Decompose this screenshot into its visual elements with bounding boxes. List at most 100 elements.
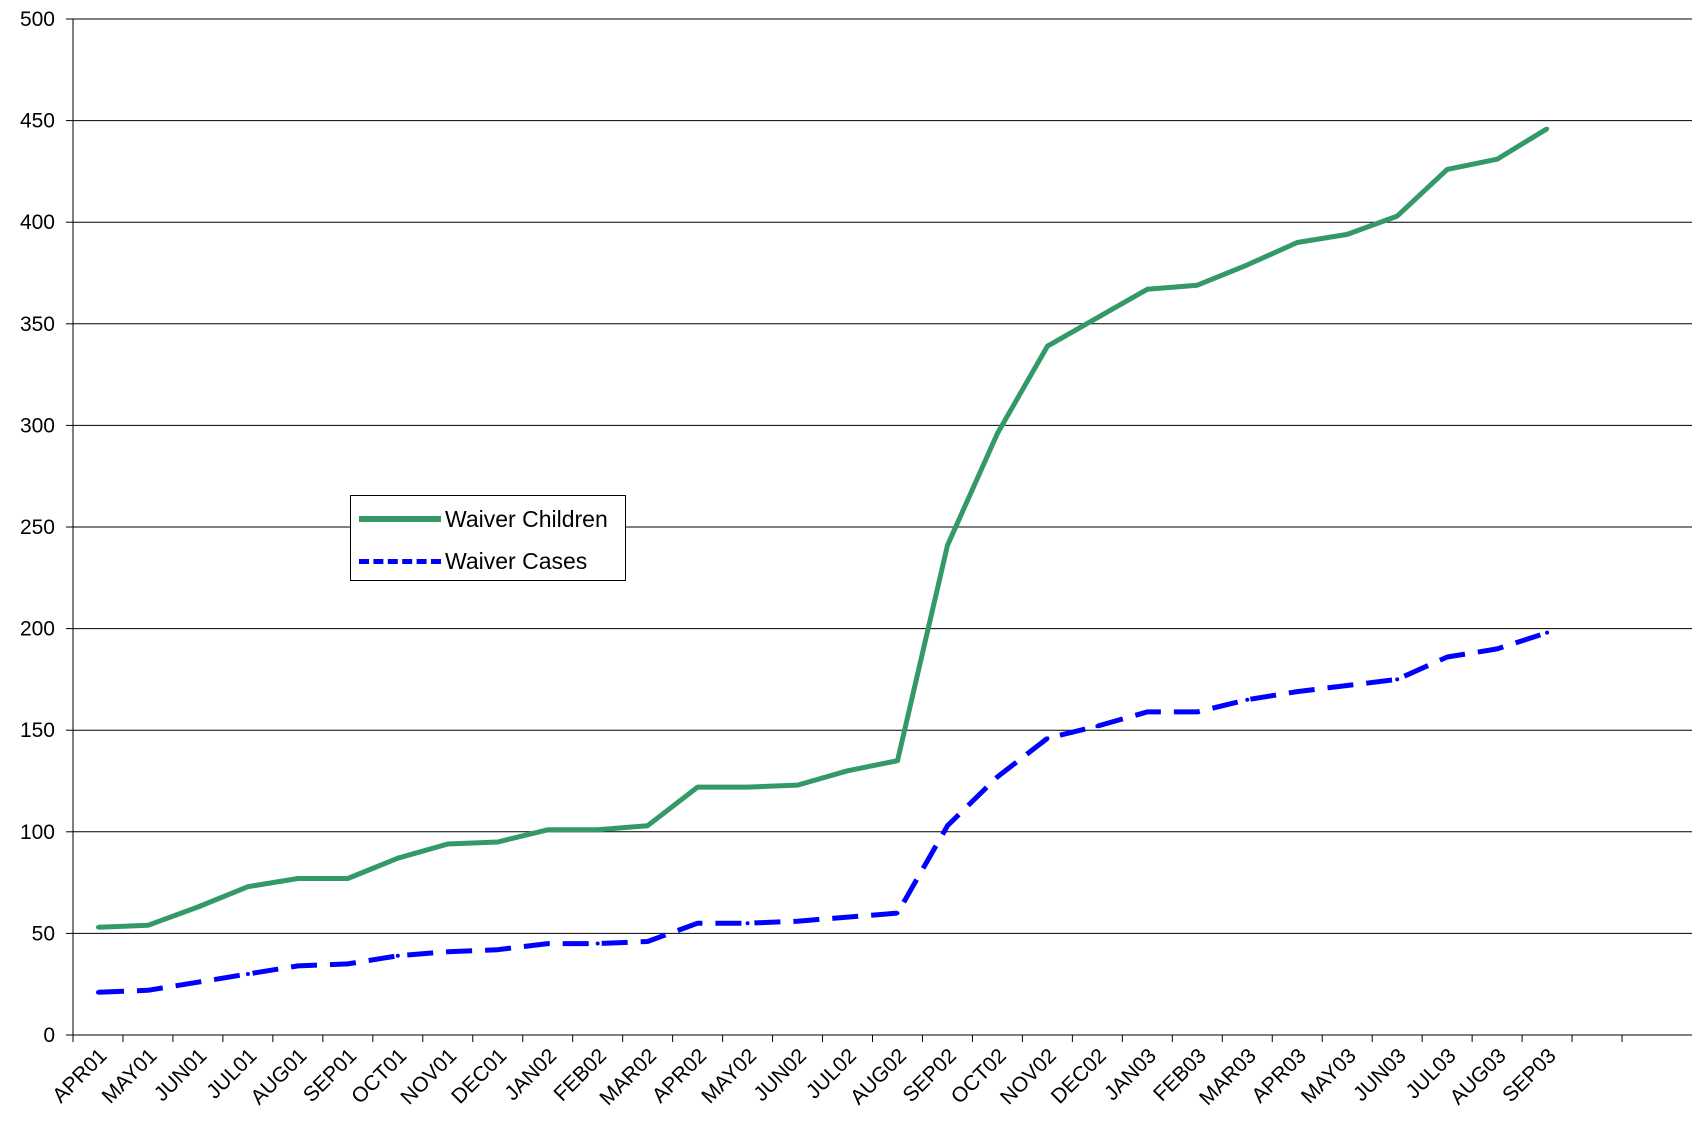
data-point <box>945 823 950 828</box>
data-point <box>1095 315 1100 320</box>
series-lines <box>95 126 1550 995</box>
data-point <box>845 915 850 920</box>
data-point <box>445 949 450 954</box>
data-point <box>595 941 600 946</box>
data-point <box>595 827 600 832</box>
y-tick-label: 0 <box>43 1024 55 1047</box>
x-tick-label: SEP03 <box>1498 1044 1561 1107</box>
data-point <box>1045 736 1050 741</box>
data-point <box>1545 126 1550 131</box>
y-tick-label: 500 <box>20 8 55 31</box>
gridlines <box>73 18 1692 934</box>
x-axis-ticks: APR01MAY01JUN01JUL01AUG01SEP01OCT01NOV01… <box>48 1035 1623 1110</box>
data-point <box>445 841 450 846</box>
x-tick-label: JAN03 <box>1100 1044 1161 1105</box>
x-tick-label: APR03 <box>1247 1044 1310 1107</box>
legend-label-waiver-cases: Waiver Cases <box>445 547 588 574</box>
data-point <box>745 921 750 926</box>
data-point <box>245 972 250 977</box>
y-tick-label: 400 <box>20 211 55 234</box>
x-tick-label: NOV02 <box>996 1044 1061 1109</box>
data-point <box>1545 630 1550 635</box>
data-point <box>1195 709 1200 714</box>
data-point <box>395 953 400 958</box>
x-tick-label: JUN02 <box>749 1044 811 1106</box>
x-tick-label: AUG01 <box>246 1044 311 1109</box>
data-point <box>695 921 700 926</box>
data-point <box>945 543 950 548</box>
legend-swatch-waiver-cases <box>359 558 441 564</box>
data-point <box>245 884 250 889</box>
x-tick-label: APR02 <box>648 1044 711 1107</box>
data-point <box>295 963 300 968</box>
x-tick-label: JUN01 <box>150 1044 212 1106</box>
data-point <box>345 876 350 881</box>
x-tick-label: AUG03 <box>1446 1044 1511 1109</box>
data-point <box>845 768 850 773</box>
legend-item-waiver-cases: Waiver Cases <box>359 546 587 576</box>
data-point <box>1295 240 1300 245</box>
x-tick-label: DEC01 <box>447 1044 511 1108</box>
x-tick-label: MAY02 <box>697 1044 761 1108</box>
data-point <box>495 839 500 844</box>
data-point <box>95 925 100 930</box>
data-point <box>795 919 800 924</box>
legend-item-waiver-children: Waiver Children <box>359 504 608 534</box>
y-tick-label: 300 <box>20 414 55 437</box>
data-point <box>695 785 700 790</box>
x-tick-label: DEC02 <box>1047 1044 1111 1108</box>
x-tick-label: MAR02 <box>595 1044 661 1110</box>
y-tick-label: 200 <box>20 618 55 641</box>
series-line-waiver-children <box>97 126 1549 930</box>
x-tick-label: JAN02 <box>500 1044 561 1105</box>
data-point <box>1145 709 1150 714</box>
data-point <box>545 941 550 946</box>
x-tick-label: MAY01 <box>98 1044 162 1108</box>
data-point <box>645 823 650 828</box>
data-point <box>195 904 200 909</box>
data-point <box>145 988 150 993</box>
legend: Waiver Children Waiver Cases <box>350 495 626 581</box>
data-point <box>495 947 500 952</box>
data-point <box>1195 283 1200 288</box>
data-point <box>745 785 750 790</box>
data-point <box>995 774 1000 779</box>
data-point <box>1395 214 1400 219</box>
data-point <box>195 980 200 985</box>
data-point <box>1245 697 1250 702</box>
x-tick-label: MAR03 <box>1195 1044 1261 1110</box>
x-tick-label: JUN03 <box>1349 1044 1411 1106</box>
data-point <box>345 961 350 966</box>
y-axis-ticks: 0 50 100 150 200 250 300 350 400 450 500 <box>20 8 73 1047</box>
data-point <box>1045 344 1050 349</box>
data-point <box>1395 677 1400 682</box>
x-tick-label: NOV01 <box>396 1044 461 1109</box>
data-point <box>1095 724 1100 729</box>
data-point <box>1245 262 1250 267</box>
series-line-waiver-cases <box>97 630 1548 995</box>
y-tick-label: 100 <box>20 821 55 844</box>
data-point <box>1295 689 1300 694</box>
x-tick-label: MAY03 <box>1297 1044 1361 1108</box>
data-point <box>1345 232 1350 237</box>
y-tick-label: 350 <box>20 313 55 336</box>
data-point <box>995 431 1000 436</box>
data-point <box>295 876 300 881</box>
y-tick-label: 150 <box>20 719 55 742</box>
data-point <box>145 923 150 928</box>
data-point <box>1145 287 1150 292</box>
data-point <box>795 783 800 788</box>
data-point <box>645 939 650 944</box>
y-tick-label: 50 <box>32 922 55 945</box>
data-point <box>895 758 900 763</box>
x-tick-label: APR01 <box>48 1044 111 1107</box>
data-point <box>395 856 400 861</box>
y-tick-label: 250 <box>20 516 55 539</box>
data-point <box>1445 655 1450 660</box>
legend-label-waiver-children: Waiver Children <box>445 505 608 532</box>
data-point <box>895 911 900 916</box>
x-tick-label: AUG02 <box>846 1044 911 1109</box>
data-point <box>1445 167 1450 172</box>
y-tick-label: 450 <box>20 110 55 133</box>
